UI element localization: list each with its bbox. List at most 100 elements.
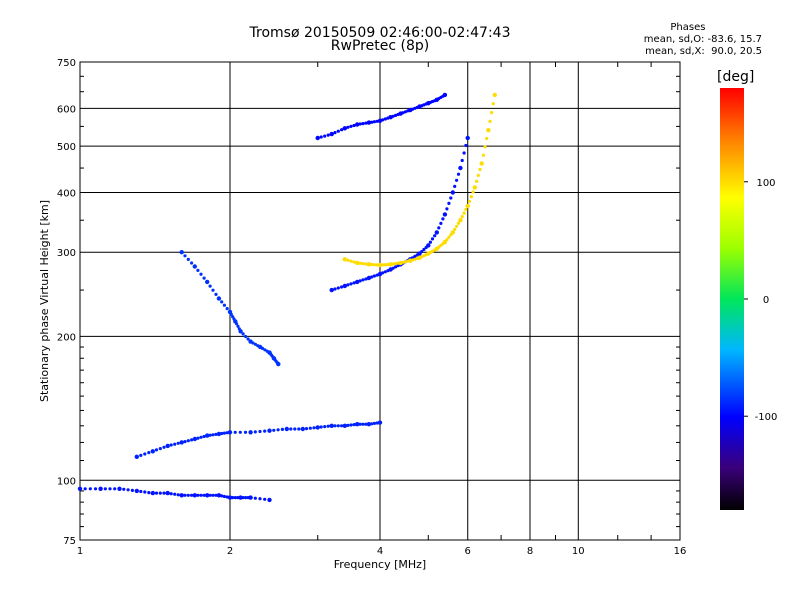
echo-point: [383, 263, 387, 267]
echo-point: [173, 442, 177, 446]
echo-point: [196, 436, 200, 440]
echo-point: [442, 212, 448, 217]
echo-point: [319, 425, 323, 429]
echo-point: [208, 284, 212, 288]
echo-point: [199, 272, 203, 276]
colorbar-unit-label: [deg]: [717, 69, 755, 85]
echo-point: [183, 493, 187, 497]
echo-point: [401, 260, 405, 264]
echo-point: [214, 493, 218, 497]
colorbar-tick-label: 0: [763, 295, 769, 306]
echo-point: [422, 247, 426, 252]
echo-point: [260, 346, 265, 350]
y-axis-ticks: 75 100 200 300 400 500 600 750: [57, 58, 76, 547]
echo-point: [391, 114, 395, 118]
echo-point: [478, 167, 482, 172]
echo-point: [355, 422, 360, 427]
echo-point: [134, 488, 139, 494]
echo-point: [453, 227, 457, 231]
echo-point: [139, 453, 143, 457]
echo-point: [458, 165, 463, 171]
echo-point: [455, 178, 459, 182]
echo-point: [233, 430, 237, 434]
echo-point: [323, 425, 327, 429]
echo-point: [346, 258, 350, 262]
echo-point: [462, 211, 466, 215]
echo-point: [388, 262, 393, 267]
echo-point: [358, 122, 362, 126]
echo-point: [342, 423, 347, 428]
y-tick-label: 75: [63, 536, 76, 547]
echo-point: [139, 489, 143, 494]
echo-point: [183, 440, 187, 444]
echo-point: [229, 312, 233, 316]
echo-point: [77, 486, 83, 491]
echo-point: [312, 426, 316, 430]
grid-lines: [80, 62, 680, 540]
echo-point: [211, 433, 215, 437]
y-tick-label: 600: [57, 104, 76, 115]
echo-point: [486, 128, 491, 133]
echo-point: [450, 230, 455, 235]
echo-point: [126, 488, 130, 492]
echo-point: [355, 260, 360, 266]
echo-point: [434, 230, 439, 235]
echo-point: [253, 430, 257, 434]
echo-point: [352, 123, 356, 128]
echo-point: [225, 307, 229, 311]
echo-point: [244, 334, 248, 339]
y-tick-label: 400: [57, 188, 76, 199]
echo-point: [284, 426, 289, 432]
echo-point: [196, 268, 200, 272]
echo-point: [366, 262, 372, 267]
echo-point: [442, 92, 448, 98]
echo-point: [326, 133, 330, 137]
echo-point: [366, 275, 372, 281]
x-axis-label: Frequency [MHz]: [334, 558, 426, 571]
echo-point: [355, 279, 360, 285]
echo-point: [410, 258, 415, 262]
echo-points: [77, 92, 497, 503]
echo-point: [216, 431, 222, 437]
echo-point: [253, 496, 257, 500]
echo-point: [336, 129, 340, 133]
echo-point: [433, 234, 437, 238]
x-tick-label: 2: [227, 546, 233, 557]
echo-point: [492, 92, 497, 98]
echo-point: [231, 496, 235, 500]
echo-point: [456, 172, 461, 176]
x-tick-label: 16: [674, 546, 687, 557]
chart-title: Tromsø 20150509 02:46:00-02:47:43: [249, 25, 511, 41]
echo-point: [186, 439, 190, 443]
echo-point: [241, 496, 245, 500]
echo-point: [117, 486, 122, 491]
echo-point: [202, 434, 206, 439]
echo-point: [183, 254, 187, 258]
echo-point: [366, 422, 372, 427]
echo-point: [372, 120, 376, 124]
echo-point: [361, 122, 365, 126]
echo-point: [346, 423, 350, 427]
echo-point: [358, 261, 362, 265]
echo-point: [456, 221, 461, 225]
echo-point: [326, 424, 330, 428]
y-tick-label: 200: [57, 332, 76, 343]
x-tick-label: 1: [77, 546, 83, 557]
echo-point: [462, 151, 466, 155]
y-tick-label: 500: [57, 142, 76, 153]
echo-point: [190, 261, 194, 265]
echo-point: [490, 111, 494, 115]
echo-point: [83, 487, 87, 491]
echo-point: [403, 260, 407, 264]
echo-point: [179, 440, 184, 445]
echo-point: [372, 274, 376, 278]
echo-point: [244, 496, 248, 500]
echo-point: [154, 491, 159, 495]
echo-point: [227, 430, 233, 435]
echo-point: [450, 190, 455, 195]
echo-point: [258, 429, 262, 434]
echo-point: [93, 487, 98, 491]
echo-point: [420, 250, 424, 254]
echo-point: [216, 493, 222, 498]
echo-point: [315, 425, 320, 430]
